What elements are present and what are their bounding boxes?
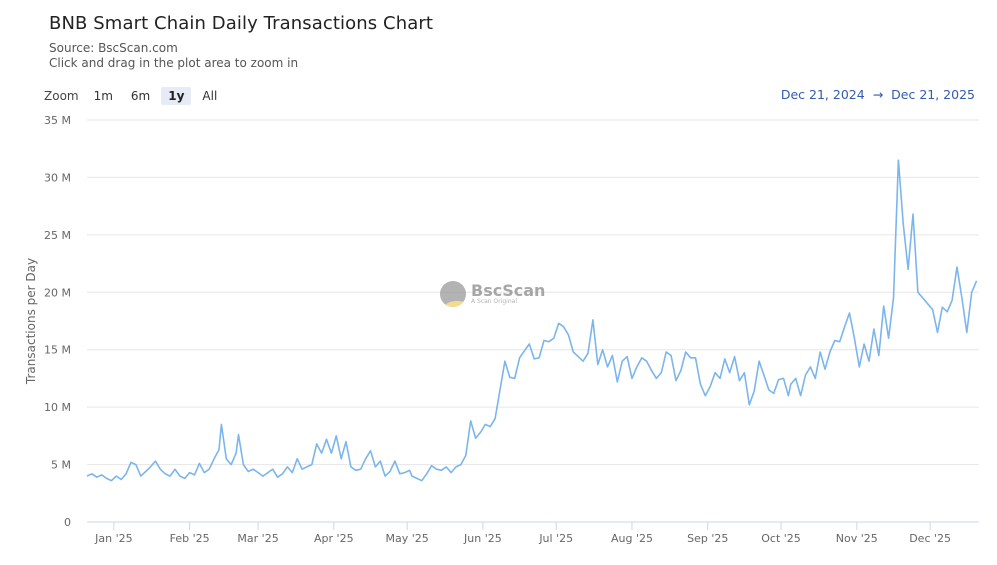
zoom-label: Zoom: [44, 89, 79, 103]
svg-text:30 M: 30 M: [44, 171, 71, 184]
y-axis-labels: 0 5 M 10 M 15 M 20 M 25 M 30 M 35 M: [44, 114, 71, 529]
watermark-tagline: A Scan Original: [471, 298, 517, 305]
svg-text:5 M: 5 M: [51, 459, 71, 472]
chart-hint: Click and drag in the plot area to zoom …: [49, 56, 299, 70]
zoom-selector: Zoom 1m 6m 1y All: [44, 87, 228, 105]
watermark-name: BscScan: [471, 281, 546, 300]
x-axis: Jan '25 Feb '25 Mar '25 Apr '25 May '25 Jun '…: [87, 521, 979, 545]
date-range: Dec 21, 2024 → Dec 21, 2025: [781, 87, 975, 102]
svg-text:Jun '25: Jun '25: [463, 532, 502, 545]
svg-text:10 M: 10 M: [44, 401, 71, 414]
bscscan-watermark: BscScan A Scan Original: [440, 281, 545, 307]
zoom-all-button[interactable]: All: [202, 89, 218, 103]
chart-title: BNB Smart Chain Daily Transactions Chart: [49, 13, 433, 34]
y-axis-title: Transactions per Day: [24, 258, 38, 385]
arrow-right-icon: →: [872, 87, 884, 102]
svg-text:15 M: 15 M: [44, 344, 71, 357]
svg-text:25 M: 25 M: [44, 229, 71, 242]
svg-text:Sep '25: Sep '25: [687, 532, 728, 545]
range-from-input[interactable]: Dec 21, 2024: [780, 87, 865, 102]
svg-text:May '25: May '25: [386, 532, 429, 545]
svg-text:0: 0: [64, 516, 71, 529]
svg-text:35 M: 35 M: [44, 114, 71, 127]
zoom-1m-button[interactable]: 1m: [93, 89, 113, 103]
transactions-line: [86, 159, 978, 482]
svg-text:Aug '25: Aug '25: [611, 532, 653, 545]
chart-source: Source: BscScan.com: [49, 41, 178, 55]
svg-text:Jul '25: Jul '25: [538, 532, 573, 545]
range-to-input[interactable]: Dec 21, 2025: [891, 87, 975, 102]
svg-text:Nov '25: Nov '25: [836, 532, 878, 545]
svg-text:Mar '25: Mar '25: [237, 532, 278, 545]
zoom-6m-button[interactable]: 6m: [130, 89, 151, 103]
svg-text:Oct '25: Oct '25: [761, 532, 801, 545]
svg-text:20 M: 20 M: [44, 286, 71, 299]
svg-text:Apr '25: Apr '25: [314, 532, 354, 545]
svg-text:Feb '25: Feb '25: [170, 532, 210, 545]
zoom-1y-button[interactable]: 1y: [161, 87, 192, 105]
svg-text:Jan '25: Jan '25: [94, 532, 132, 545]
svg-text:Dec '25: Dec '25: [909, 532, 951, 545]
bscscan-logo-icon: [440, 281, 466, 307]
